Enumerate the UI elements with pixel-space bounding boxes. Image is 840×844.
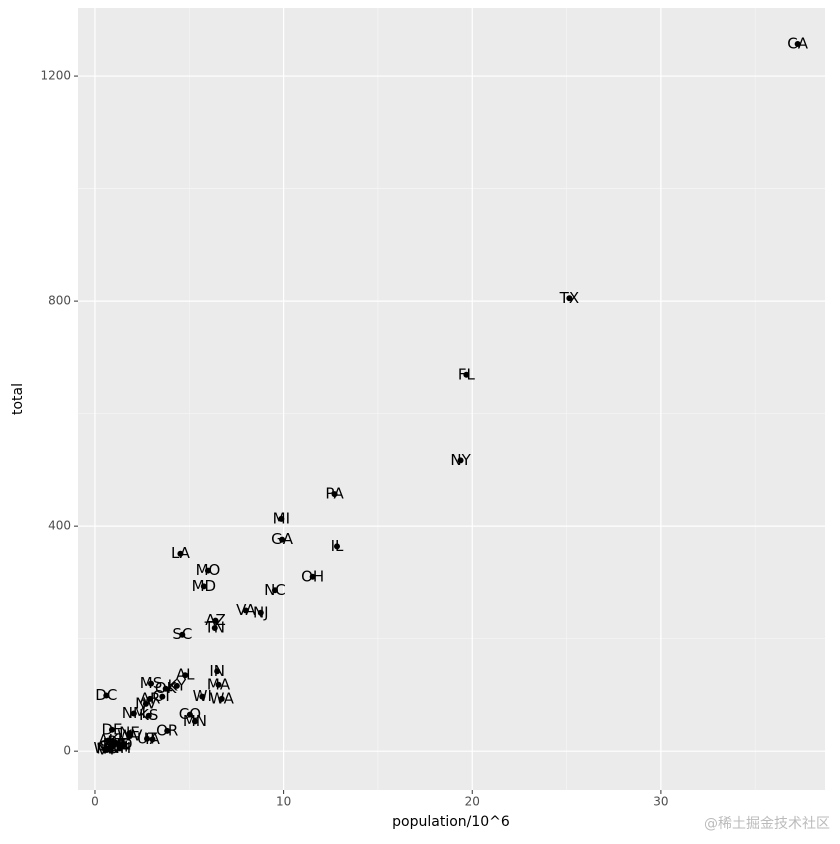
point-label: AZ bbox=[205, 611, 226, 629]
point-label: FL bbox=[458, 365, 476, 383]
point-label: GA bbox=[271, 530, 294, 548]
x-tick-label: 10 bbox=[276, 795, 291, 809]
point bbox=[186, 711, 193, 718]
point bbox=[242, 607, 249, 614]
point-label: KY bbox=[168, 676, 187, 694]
point bbox=[147, 695, 154, 702]
point bbox=[149, 736, 156, 743]
point bbox=[148, 680, 155, 687]
point-label: OK bbox=[155, 679, 178, 697]
point bbox=[218, 695, 225, 702]
point-label: LA bbox=[171, 544, 191, 562]
point bbox=[212, 617, 219, 624]
point-label: MO bbox=[196, 561, 221, 579]
point bbox=[199, 693, 206, 700]
point bbox=[309, 573, 316, 580]
point bbox=[102, 745, 109, 752]
point bbox=[142, 700, 149, 707]
point-label: OH bbox=[301, 567, 324, 585]
point-label: NJ bbox=[253, 603, 269, 621]
point bbox=[257, 609, 264, 616]
point bbox=[130, 710, 137, 717]
point-label: SC bbox=[172, 625, 192, 643]
point bbox=[214, 668, 221, 675]
point bbox=[215, 681, 222, 688]
point-label: CT bbox=[153, 687, 173, 705]
point bbox=[164, 727, 171, 734]
point bbox=[457, 457, 464, 464]
point-label: MI bbox=[273, 509, 290, 527]
point-label: NM bbox=[122, 704, 146, 722]
point bbox=[191, 718, 198, 725]
y-axis-label: total bbox=[10, 383, 26, 415]
point bbox=[211, 624, 218, 631]
point bbox=[111, 739, 118, 746]
watermark: @稀土掘金技术社区 bbox=[704, 816, 830, 832]
point-label: TN bbox=[204, 618, 225, 636]
point-label: DC bbox=[95, 686, 117, 704]
panel bbox=[78, 8, 825, 790]
point bbox=[121, 741, 128, 748]
point bbox=[145, 712, 152, 719]
x-tick-label: 30 bbox=[653, 795, 668, 809]
point-label: NC bbox=[264, 581, 286, 599]
point-label: MD bbox=[192, 577, 217, 595]
point-label: NE bbox=[119, 724, 140, 742]
point bbox=[278, 515, 285, 522]
point bbox=[173, 682, 180, 689]
point bbox=[271, 587, 278, 594]
point bbox=[116, 745, 123, 752]
point-label: OR bbox=[156, 721, 178, 739]
point bbox=[159, 693, 166, 700]
point bbox=[200, 583, 207, 590]
point bbox=[177, 550, 184, 557]
point-label: NY bbox=[450, 451, 471, 469]
point-label: MN bbox=[183, 712, 207, 730]
point-label: IA bbox=[145, 730, 160, 748]
point bbox=[144, 735, 151, 742]
x-tick-label: 0 bbox=[91, 795, 99, 809]
point bbox=[279, 536, 286, 543]
point bbox=[794, 41, 801, 48]
point bbox=[162, 685, 169, 692]
point bbox=[108, 726, 115, 733]
point-label: VA bbox=[236, 601, 256, 619]
x-tick-label: 20 bbox=[465, 795, 480, 809]
y-tick-label: 800 bbox=[48, 294, 71, 308]
point-label: WV bbox=[117, 726, 143, 744]
point-label: MA bbox=[207, 675, 231, 693]
point bbox=[566, 295, 573, 302]
point-label: KS bbox=[139, 706, 158, 724]
point-label: IN bbox=[209, 662, 225, 680]
y-tick-label: 400 bbox=[48, 519, 71, 533]
point bbox=[204, 567, 211, 574]
point bbox=[179, 631, 186, 638]
point-label: IL bbox=[331, 537, 344, 555]
point bbox=[333, 543, 340, 550]
point-label: NV bbox=[135, 694, 157, 712]
point bbox=[331, 491, 338, 498]
point bbox=[463, 371, 470, 378]
point bbox=[103, 692, 110, 699]
point bbox=[182, 672, 189, 679]
point bbox=[105, 737, 112, 744]
point-label: UT bbox=[137, 729, 158, 747]
point-label: AL bbox=[176, 666, 195, 684]
point-label: CA bbox=[787, 35, 808, 53]
point-label: DE bbox=[101, 720, 122, 738]
x-axis-label: population/10^6 bbox=[392, 814, 510, 830]
point-label: WA bbox=[210, 689, 235, 707]
point-label: WI bbox=[193, 687, 212, 705]
y-tick-label: 0 bbox=[63, 744, 71, 758]
point bbox=[126, 732, 133, 739]
point-label: WY bbox=[94, 739, 119, 757]
y-tick-label: 1200 bbox=[40, 69, 71, 83]
point-label: PA bbox=[325, 485, 344, 503]
point-label: MS bbox=[140, 674, 162, 692]
point-label: TX bbox=[559, 289, 579, 307]
